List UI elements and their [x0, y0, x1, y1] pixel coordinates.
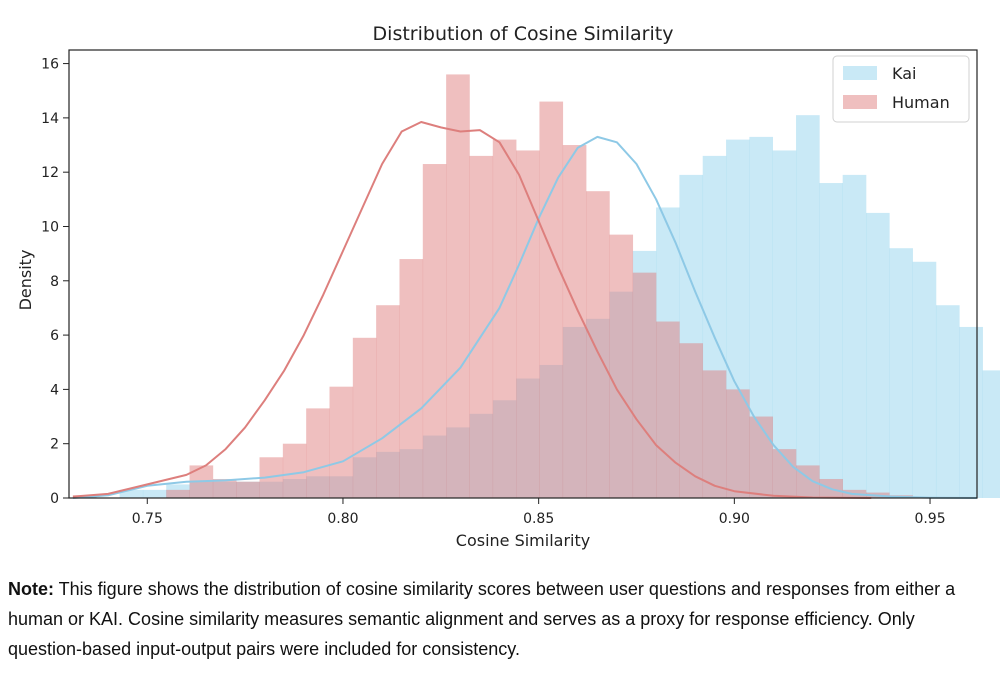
bar-human-25 [656, 321, 680, 498]
bar-human-24 [632, 272, 657, 498]
note-text: This figure shows the distribution of co… [8, 579, 956, 659]
bar-human-7 [236, 481, 260, 498]
legend-swatch-kai [843, 66, 877, 80]
x-tick-label-4: 0.95 [914, 511, 945, 527]
bar-human-11 [329, 386, 354, 498]
kde-curve-kai [72, 135, 978, 499]
x-axis: 0.75 0.80 0.85 0.90 0.95 [132, 498, 946, 527]
legend-label-human: Human [892, 93, 950, 112]
bar-human-4 [166, 489, 190, 498]
bar-human-16 [446, 74, 470, 498]
note-label: Note: [8, 579, 54, 599]
bar-kai-3 [142, 489, 167, 498]
plot-area [68, 49, 1000, 499]
bar-human-14 [399, 259, 424, 498]
bar-human-21 [562, 145, 587, 498]
y-tick-label-1: 2 [50, 437, 59, 453]
bar-human-22 [586, 191, 610, 499]
legend-swatch-human [843, 95, 877, 109]
bar-kai-36 [912, 261, 937, 498]
x-tick-label-1: 0.80 [327, 511, 358, 527]
bar-human-9 [282, 443, 307, 498]
x-tick-label-0: 0.75 [132, 511, 163, 527]
y-tick-label-3: 6 [50, 328, 59, 344]
kde-curve-human [72, 121, 872, 499]
bar-kai-32 [819, 183, 843, 498]
y-tick-label-4: 8 [50, 274, 59, 290]
bar-human-13 [376, 305, 400, 498]
bar-human-6 [212, 478, 237, 498]
y-tick-label-7: 14 [41, 111, 59, 127]
bar-human-19 [516, 150, 540, 498]
x-axis-label: Cosine Similarity [456, 531, 590, 550]
bar-human-26 [679, 343, 704, 498]
y-axis-label: Density [16, 250, 35, 311]
bar-kai-34 [866, 212, 890, 498]
x-tick-label-2: 0.85 [523, 511, 554, 527]
chart-title: Distribution of Cosine Similarity [373, 23, 674, 45]
bar-human-12 [352, 337, 377, 498]
bar-human-10 [306, 408, 330, 498]
y-tick-label-2: 4 [50, 382, 59, 398]
x-tick-label-3: 0.90 [719, 511, 750, 527]
bar-kai-37 [935, 305, 960, 498]
bar-human-15 [422, 164, 447, 498]
y-tick-label-5: 10 [41, 219, 59, 235]
bar-kai-2 [119, 489, 144, 498]
axes-frame [68, 49, 978, 499]
bar-human-27 [702, 370, 727, 498]
bar-kai-33 [842, 174, 867, 498]
y-tick-label-0: 0 [50, 491, 59, 507]
y-tick-label-6: 12 [41, 165, 59, 181]
bar-human-18 [492, 139, 517, 498]
figure-note: Note: This figure shows the distribution… [8, 574, 978, 664]
bar-human-30 [772, 449, 797, 498]
bar-kai-39 [982, 370, 1000, 498]
bar-kai-29 [749, 136, 773, 499]
bar-kai-38 [959, 326, 983, 498]
bar-kai-30 [772, 150, 797, 498]
bar-kai-31 [796, 115, 820, 498]
legend-label-kai: Kai [892, 64, 916, 83]
histogram-human [72, 74, 913, 499]
y-axis: 0 2 4 6 8 10 12 14 16 [41, 57, 69, 507]
bar-human-17 [469, 155, 494, 498]
density-histogram-chart: Distribution of Cosine Similarity 0.75 0.… [16, 23, 1000, 550]
bar-human-23 [609, 234, 634, 498]
bar-kai-35 [889, 248, 913, 498]
y-tick-label-8: 16 [41, 57, 59, 73]
bar-human-28 [726, 389, 750, 498]
chart-legend: Kai Human [832, 55, 970, 123]
bar-human-20 [539, 101, 564, 498]
